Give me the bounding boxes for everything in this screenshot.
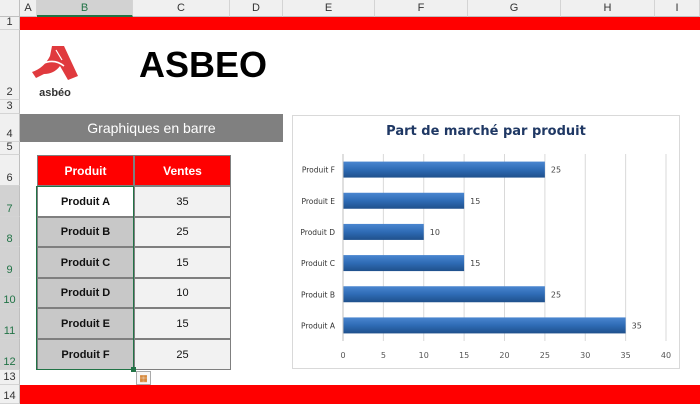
table-row: Produit A 35 bbox=[37, 186, 231, 217]
cell-produit[interactable]: Produit E bbox=[37, 308, 134, 339]
row-header-9[interactable]: 9 bbox=[0, 247, 20, 278]
header-produit[interactable]: Produit bbox=[37, 155, 134, 186]
table-row: Produit B 25 bbox=[37, 217, 231, 247]
data-label: 10 bbox=[430, 228, 440, 237]
column-header-B[interactable]: B bbox=[37, 0, 133, 17]
y-category-label: Produit D bbox=[300, 228, 335, 237]
data-label: 25 bbox=[551, 166, 561, 175]
y-category-label: Produit E bbox=[301, 197, 335, 206]
data-label: 15 bbox=[470, 259, 480, 268]
x-tick-label: 15 bbox=[459, 351, 469, 360]
table-row: Produit E 15 bbox=[37, 308, 231, 339]
row-header-2[interactable]: 2 bbox=[0, 30, 20, 100]
cell-ventes[interactable]: 25 bbox=[134, 339, 231, 370]
bar-produit-f[interactable] bbox=[343, 161, 545, 178]
bar-produit-b[interactable] bbox=[343, 286, 545, 303]
bar-produit-d[interactable] bbox=[343, 223, 424, 240]
chart-title: Part de marché par produit bbox=[386, 124, 586, 139]
column-header-C[interactable]: C bbox=[133, 0, 230, 17]
column-header-I[interactable]: I bbox=[655, 0, 700, 17]
fill-handle[interactable] bbox=[131, 367, 136, 372]
x-tick-label: 10 bbox=[419, 351, 429, 360]
bar-produit-c[interactable] bbox=[343, 255, 465, 272]
x-tick-label: 25 bbox=[540, 351, 550, 360]
cell-produit[interactable]: Produit D bbox=[37, 278, 134, 308]
cell-produit[interactable]: Produit F bbox=[37, 339, 134, 370]
row-header-1[interactable]: 1 bbox=[0, 16, 20, 30]
cell-ventes[interactable]: 15 bbox=[134, 247, 231, 278]
cell-produit[interactable]: Produit A bbox=[37, 186, 134, 217]
sales-table: Produit Ventes Produit A 35 Produit B 25 Pro… bbox=[37, 155, 231, 370]
column-header-F[interactable]: F bbox=[375, 0, 468, 17]
row-header-13[interactable]: 13 bbox=[0, 370, 20, 385]
red-footer-band bbox=[20, 385, 700, 404]
cell-ventes[interactable]: 10 bbox=[134, 278, 231, 308]
cell-ventes[interactable]: 15 bbox=[134, 308, 231, 339]
row-header-5[interactable]: 5 bbox=[0, 141, 20, 155]
column-header-D[interactable]: D bbox=[230, 0, 283, 17]
y-category-label: Produit A bbox=[301, 321, 336, 330]
bar-produit-a[interactable] bbox=[343, 317, 626, 334]
cell-ventes[interactable]: 35 bbox=[134, 186, 231, 217]
y-category-label: Produit B bbox=[301, 290, 335, 299]
quick-analysis-icon[interactable]: ▦ bbox=[136, 371, 151, 385]
corner-select-all[interactable] bbox=[0, 0, 20, 17]
header-ventes[interactable]: Ventes bbox=[134, 155, 231, 186]
cell-produit[interactable]: Produit C bbox=[37, 247, 134, 278]
x-tick-label: 0 bbox=[340, 351, 345, 360]
x-tick-label: 35 bbox=[621, 351, 631, 360]
cell-produit[interactable]: Produit B bbox=[37, 217, 134, 247]
data-label: 35 bbox=[632, 321, 642, 330]
row-header-4[interactable]: 4 bbox=[0, 114, 20, 142]
row-header-7[interactable]: 7 bbox=[0, 186, 20, 217]
row-header-3[interactable]: 3 bbox=[0, 100, 20, 114]
x-tick-label: 20 bbox=[499, 351, 509, 360]
row-header-11[interactable]: 11 bbox=[0, 308, 20, 339]
x-tick-label: 5 bbox=[381, 351, 386, 360]
logo-text: asbéo bbox=[39, 87, 71, 99]
bar-chart[interactable]: 0 5 10 15 20 25 30 35 40 Produit A 35 Produit B 25 Pr… bbox=[292, 115, 680, 369]
row-header-8[interactable]: 8 bbox=[0, 217, 20, 247]
column-header-E[interactable]: E bbox=[283, 0, 375, 17]
column-header-G[interactable]: G bbox=[468, 0, 561, 17]
y-category-label: Produit F bbox=[302, 166, 335, 175]
x-tick-label: 30 bbox=[580, 351, 590, 360]
row-header-10[interactable]: 10 bbox=[0, 278, 20, 308]
table-row: Produit C 15 bbox=[37, 247, 231, 278]
column-header-H[interactable]: H bbox=[561, 0, 655, 17]
data-label: 25 bbox=[551, 290, 561, 299]
cell-ventes[interactable]: 25 bbox=[134, 217, 231, 247]
data-label: 15 bbox=[470, 197, 480, 206]
row-header-12[interactable]: 12 bbox=[0, 339, 20, 370]
page-title: ASBEO bbox=[139, 44, 268, 85]
bar-produit-e[interactable] bbox=[343, 192, 465, 209]
asbeo-logo: asbéo bbox=[30, 44, 80, 99]
row-header-14[interactable]: 14 bbox=[0, 385, 20, 404]
section-banner: Graphiques en barre bbox=[20, 114, 283, 142]
row-header-6[interactable]: 6 bbox=[0, 155, 20, 186]
table-row: Produit F 25 bbox=[37, 339, 231, 370]
table-row: Produit D 10 bbox=[37, 278, 231, 308]
column-header-A[interactable]: A bbox=[20, 0, 37, 17]
x-tick-label: 40 bbox=[661, 351, 671, 360]
y-category-label: Produit C bbox=[301, 259, 335, 268]
red-header-band bbox=[20, 17, 700, 30]
